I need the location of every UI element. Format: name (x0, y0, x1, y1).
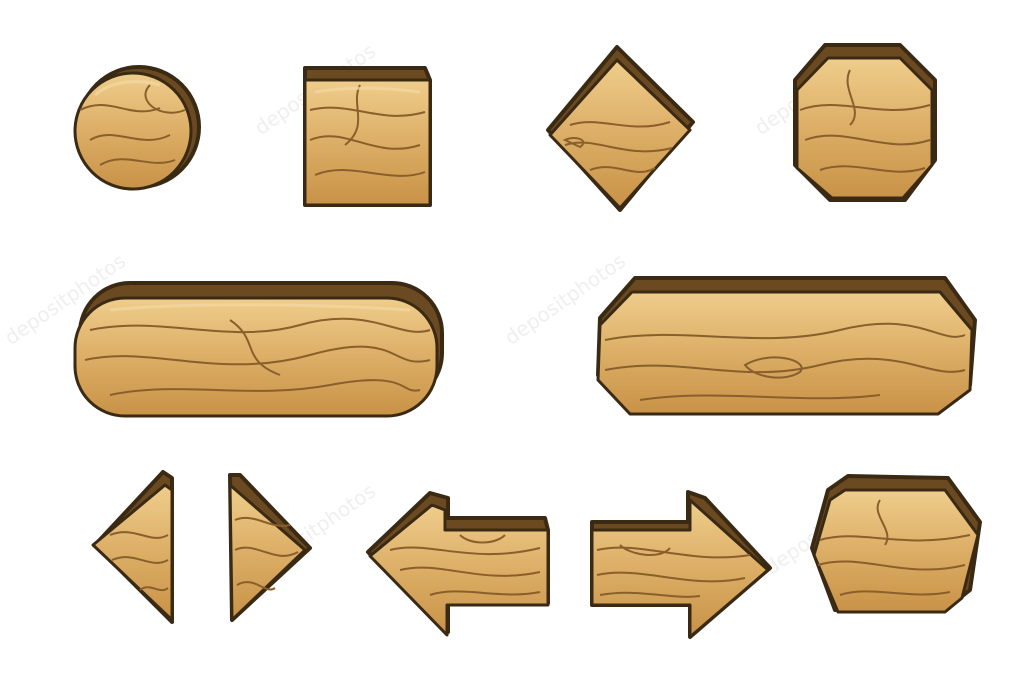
octagon-wood-button[interactable] (793, 43, 937, 202)
square-wood-button[interactable] (303, 66, 432, 207)
long-rounded-wood-plank[interactable] (73, 281, 444, 418)
long-angled-wood-plank[interactable] (596, 276, 977, 416)
right-arrow-wood-sign[interactable] (590, 490, 772, 639)
right-triangle-wood-button[interactable] (228, 473, 312, 622)
hexagon-wood-button[interactable] (810, 474, 982, 614)
round-wood-button[interactable] (73, 65, 201, 191)
left-arrow-wood-sign[interactable] (366, 491, 550, 637)
left-triangle-wood-button[interactable] (91, 470, 174, 624)
diamond-wood-button[interactable] (546, 45, 695, 212)
